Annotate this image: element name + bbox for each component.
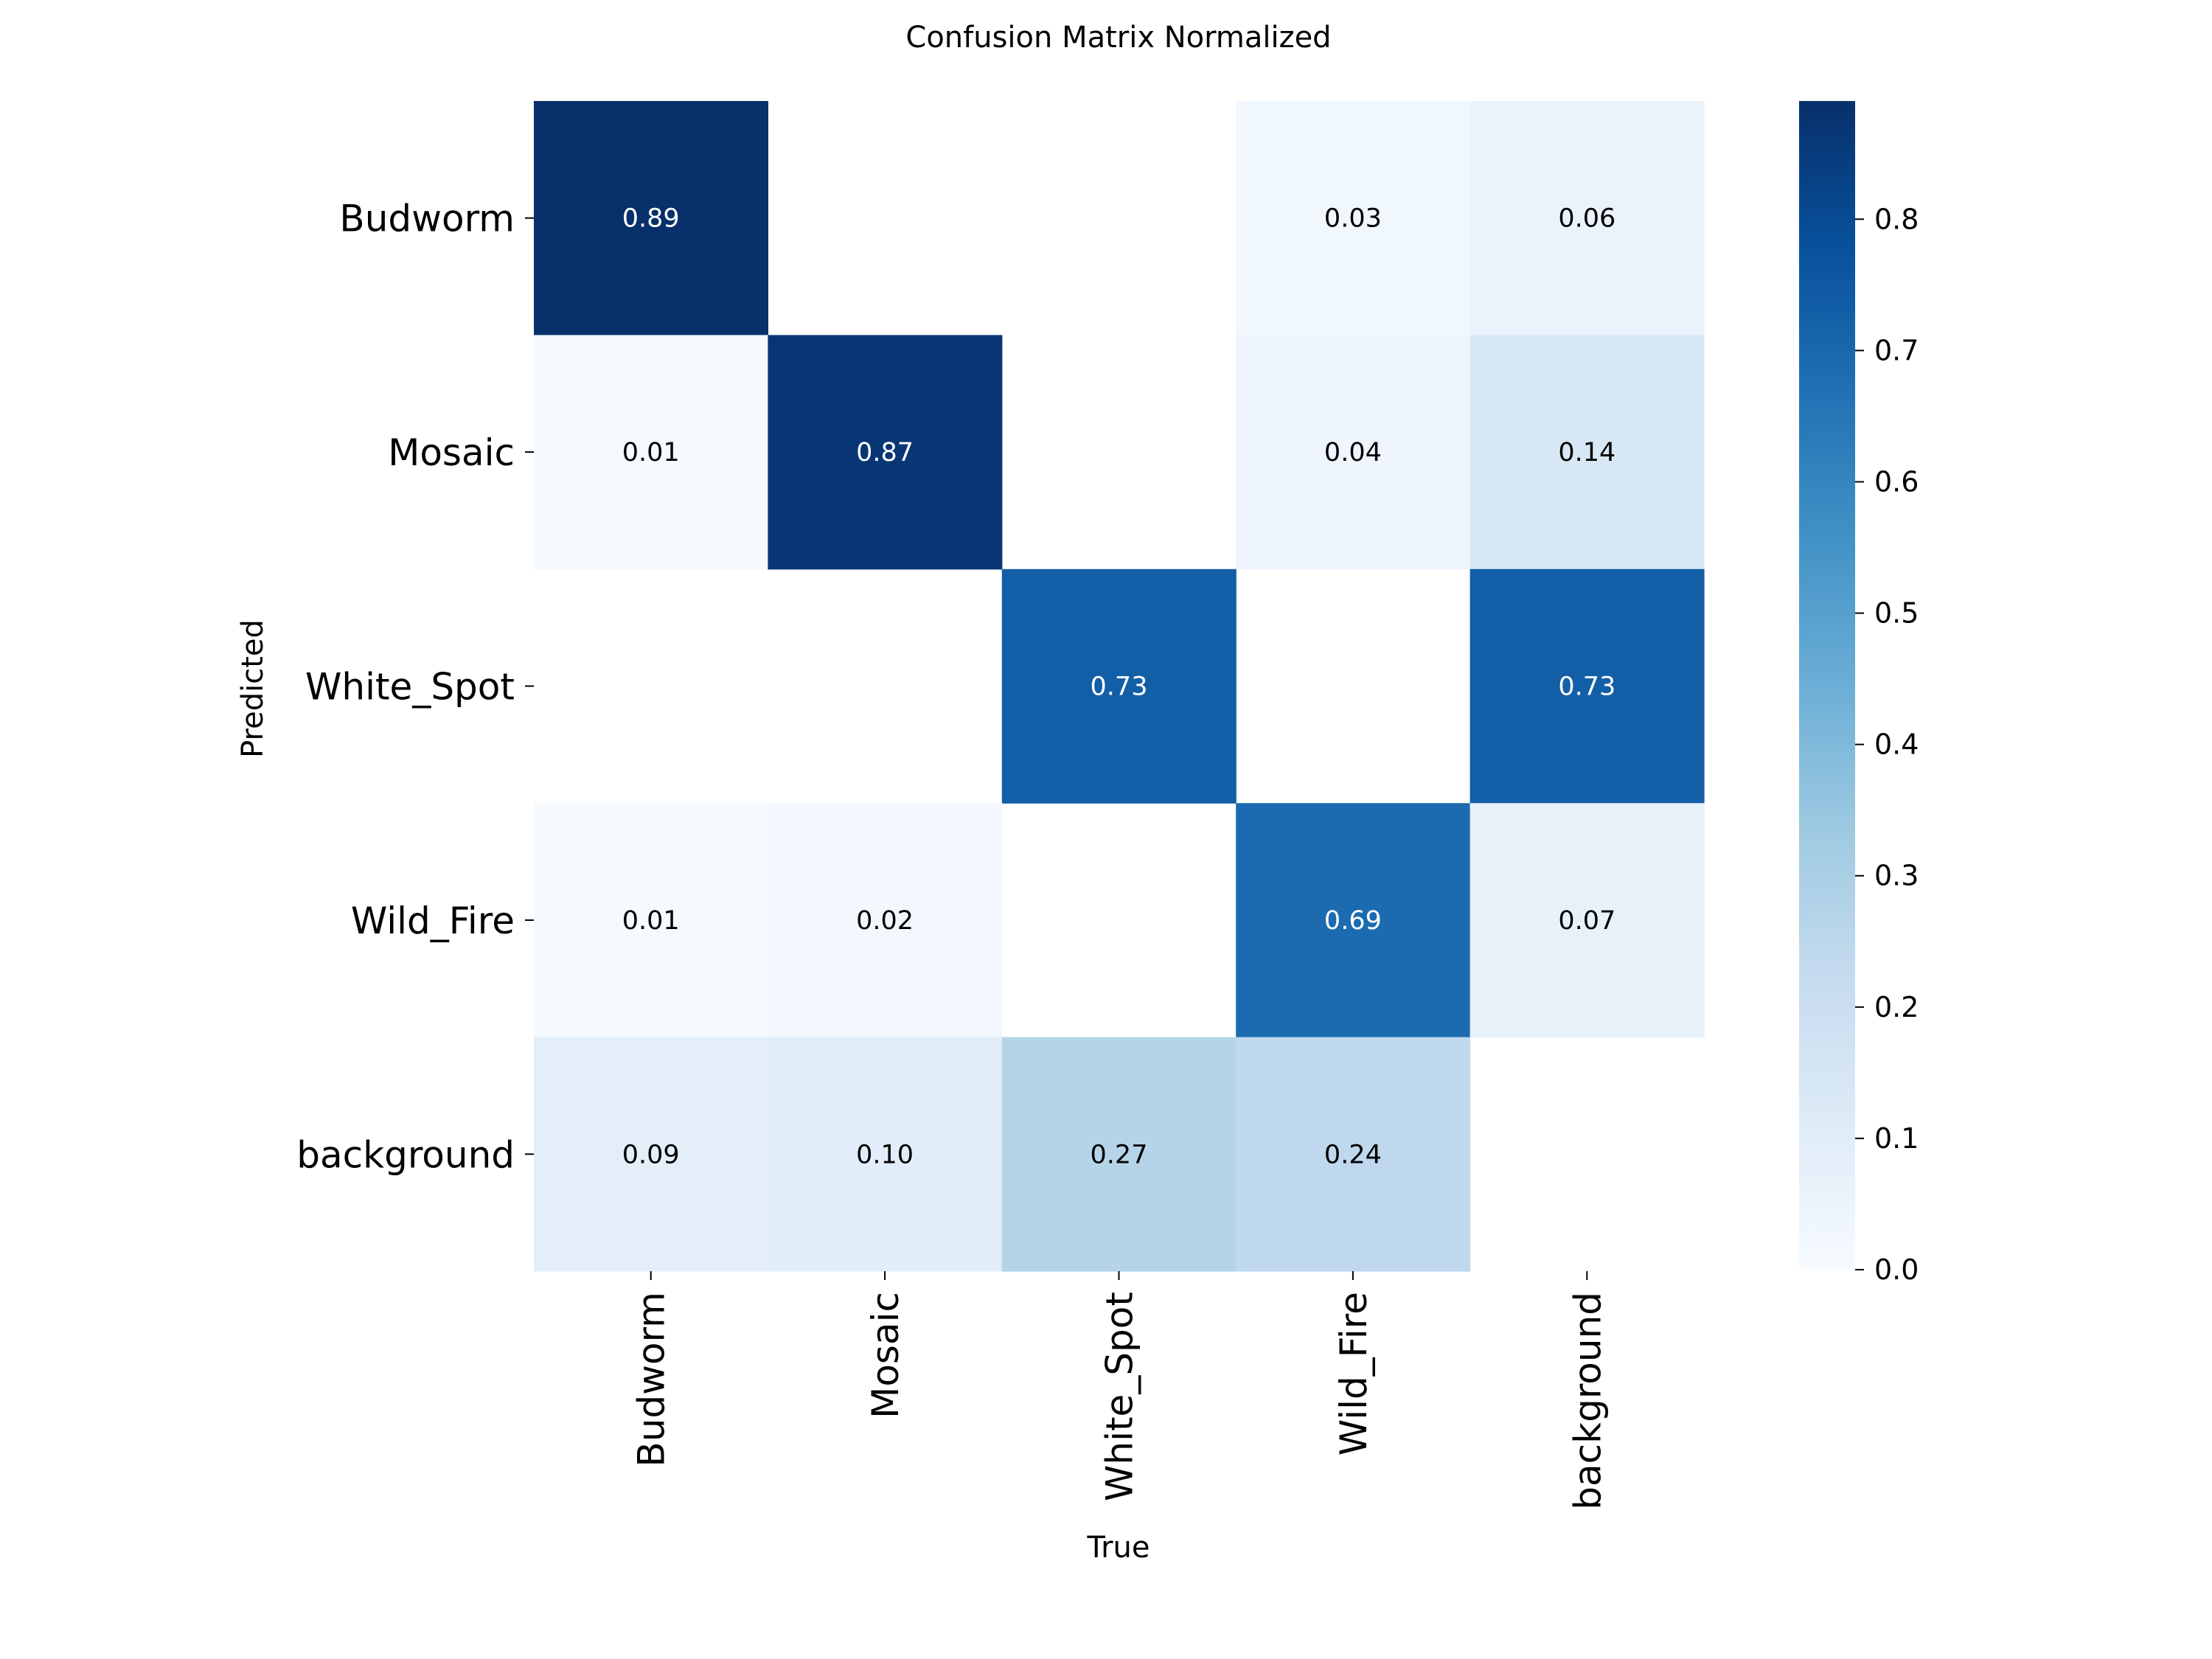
y-axis-title: Predicted — [236, 619, 270, 758]
colorbar-tick-label: 0.6 — [1874, 465, 1919, 498]
colorbar-tick-label: 0.0 — [1874, 1253, 1919, 1286]
colorbar — [1799, 101, 1855, 1270]
x-tick-label: Wild_Fire — [1332, 1292, 1375, 1455]
colorbar-tick-label: 0.5 — [1874, 597, 1919, 630]
cell-value-label: 0.10 — [856, 1140, 914, 1169]
y-tick-label: Mosaic — [388, 431, 515, 474]
heatmap-cell — [1236, 101, 1471, 335]
colorbar-tick-label: 0.1 — [1874, 1122, 1919, 1155]
heatmap-cell — [1236, 1037, 1471, 1272]
cell-value-label: 0.01 — [622, 438, 680, 467]
heatmap-cells — [534, 101, 1705, 1272]
heatmap-cell-labels: 0.89 0.03 0.06 0.01 0.87 0.04 0.14 0.73 0.73 0.01… — [622, 204, 1616, 1170]
heatmap-cell — [1470, 803, 1705, 1038]
heatmap-cell — [1470, 335, 1705, 570]
x-axis-ticks: Budworm Mosaic White_Spot Wild_Fire backgrou… — [630, 1271, 1609, 1510]
cell-value-label: 0.73 — [1091, 672, 1148, 702]
y-tick-label: background — [296, 1133, 515, 1176]
heatmap-cell — [1470, 568, 1705, 804]
colorbar-ticks: 0.0 0.1 0.2 0.3 0.4 0.5 0.6 0.7 0.8 — [1855, 203, 1919, 1286]
x-tick-label: Budworm — [630, 1292, 673, 1467]
heatmap-cell — [534, 803, 768, 1038]
cell-value-label: 0.01 — [622, 906, 680, 936]
cell-value-label: 0.27 — [1091, 1140, 1148, 1169]
colorbar-tick-label: 0.3 — [1874, 860, 1919, 892]
cell-value-label: 0.73 — [1558, 672, 1615, 702]
y-tick-label: White_Spot — [305, 666, 515, 709]
cell-value-label: 0.69 — [1324, 906, 1382, 936]
y-axis-ticks: Budworm Mosaic White_Spot Wild_Fire backgrou… — [296, 198, 534, 1176]
heatmap-cell — [534, 101, 768, 335]
heatmap-cell — [1236, 335, 1471, 570]
cell-value-label: 0.07 — [1558, 906, 1615, 936]
heatmap-cell — [768, 803, 1003, 1038]
heatmap-cell — [768, 335, 1003, 570]
cell-value-label: 0.14 — [1558, 438, 1615, 467]
cell-value-label: 0.02 — [856, 906, 914, 936]
heatmap-cell — [1236, 803, 1471, 1038]
x-axis-title: True — [1087, 1531, 1150, 1565]
cell-value-label: 0.06 — [1558, 204, 1615, 234]
colorbar-tick-label: 0.7 — [1874, 334, 1919, 366]
heatmap-cell — [1001, 1037, 1237, 1272]
chart-title: Confusion Matrix Normalized — [905, 21, 1331, 55]
heatmap-cell — [1470, 101, 1705, 335]
colorbar-tick-label: 0.2 — [1874, 991, 1919, 1023]
cell-value-label: 0.03 — [1324, 204, 1382, 234]
x-tick-label: background — [1566, 1292, 1609, 1510]
colorbar-tick-label: 0.4 — [1874, 728, 1919, 761]
heatmap-cell — [768, 1037, 1003, 1272]
cell-value-label: 0.09 — [622, 1140, 680, 1169]
cell-value-label: 0.87 — [856, 438, 914, 467]
x-tick-label: Mosaic — [864, 1292, 907, 1419]
cell-value-label: 0.24 — [1324, 1140, 1382, 1169]
y-tick-label: Wild_Fire — [351, 900, 515, 942]
heatmap-cell — [534, 335, 768, 570]
cell-value-label: 0.04 — [1324, 438, 1382, 467]
y-tick-label: Budworm — [339, 198, 515, 240]
heatmap-cell — [534, 1037, 768, 1272]
x-tick-label: White_Spot — [1099, 1292, 1141, 1501]
heatmap-cell — [1001, 568, 1237, 804]
cell-value-label: 0.89 — [622, 204, 680, 234]
colorbar-tick-label: 0.8 — [1874, 203, 1919, 235]
